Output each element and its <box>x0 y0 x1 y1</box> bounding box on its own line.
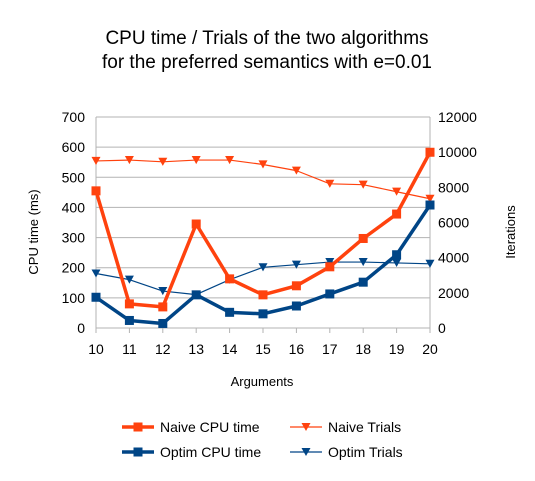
x-tick-label-20: 20 <box>422 341 438 357</box>
legend-marker-optim-trials <box>301 447 311 457</box>
point-naive-cpu-time-18 <box>358 233 368 243</box>
x-tick-label-19: 19 <box>389 341 405 357</box>
x-tick-label-15: 15 <box>255 341 271 357</box>
series-naive-trials <box>91 156 435 203</box>
tick-labels: 0 100 200 300 400 500 600 700 0 2000 4000 6000 8000 1… <box>62 109 478 357</box>
point-optim-cpu-time-20 <box>425 200 435 210</box>
x-tick-label-18: 18 <box>355 341 371 357</box>
point-naive-cpu-time-13 <box>191 219 201 229</box>
point-optim-trials-16 <box>291 260 301 269</box>
x-axis-label: Arguments <box>231 374 294 389</box>
y-tick-label-200: 200 <box>62 260 86 276</box>
legend-item-naive-cpu-time: Naive CPU time <box>122 419 260 435</box>
x-tick-label-12: 12 <box>155 341 171 357</box>
y2-tick-label-2000: 2000 <box>438 285 469 301</box>
point-naive-cpu-time-15 <box>258 290 268 300</box>
point-naive-trials-14 <box>225 156 235 165</box>
legend-marker-optim-cpu-time <box>133 447 143 457</box>
y-axis-label: CPU time (ms) <box>26 189 41 274</box>
point-naive-trials-16 <box>291 166 301 175</box>
x-tick-label-11: 11 <box>122 341 137 357</box>
point-optim-trials-10 <box>91 269 101 278</box>
legend-marker-naive-trials <box>301 422 311 432</box>
point-optim-trials-12 <box>158 287 168 296</box>
y-tick-label-0: 0 <box>77 320 85 336</box>
y2-tick-label-4000: 4000 <box>438 250 469 266</box>
y-tick-label-500: 500 <box>62 169 86 185</box>
point-optim-cpu-time-19 <box>392 250 402 260</box>
series <box>91 147 435 328</box>
legend-label-naive-trials: Naive Trials <box>328 419 401 435</box>
point-naive-trials-19 <box>392 187 402 196</box>
point-optim-trials-15 <box>258 263 268 272</box>
y-tick-label-100: 100 <box>62 290 86 306</box>
legend-label-optim-cpu-time: Optim CPU time <box>160 444 261 460</box>
y2-tick-label-8000: 8000 <box>438 179 469 195</box>
point-naive-trials-13 <box>191 156 201 165</box>
point-naive-cpu-time-14 <box>225 274 235 284</box>
point-naive-trials-12 <box>158 157 168 166</box>
point-naive-cpu-time-10 <box>91 186 101 196</box>
point-optim-cpu-time-12 <box>158 318 168 328</box>
legend-label-naive-cpu-time: Naive CPU time <box>160 419 260 435</box>
point-naive-cpu-time-17 <box>325 262 335 272</box>
point-optim-cpu-time-10 <box>91 292 101 302</box>
legend-item-optim-trials: Optim Trials <box>290 444 403 460</box>
point-naive-trials-10 <box>91 156 101 166</box>
chart-title-line-2: for the preferred semantics with e=0.01 <box>102 52 432 73</box>
legend-item-naive-trials: Naive Trials <box>290 419 401 435</box>
point-optim-cpu-time-16 <box>291 301 301 311</box>
y-tick-label-300: 300 <box>62 230 86 246</box>
point-naive-cpu-time-20 <box>425 147 435 157</box>
y2-tick-label-10000: 10000 <box>438 144 477 160</box>
y-tick-label-400: 400 <box>62 199 86 215</box>
x-tick-label-16: 16 <box>289 341 305 357</box>
legend-marker-naive-cpu-time <box>133 422 143 432</box>
y2-axis-label: Iterations <box>503 205 518 259</box>
y2-tick-label-0: 0 <box>438 320 446 336</box>
series-naive-cpu-time <box>91 147 435 312</box>
point-optim-trials-20 <box>425 259 435 268</box>
legend-label-optim-trials: Optim Trials <box>328 444 403 460</box>
legend-item-optim-cpu-time: Optim CPU time <box>122 444 261 460</box>
series-optim-cpu-time <box>91 200 435 328</box>
legend: Naive CPU time Naive Trials Optim CPU time… <box>122 419 403 460</box>
point-naive-trials-20 <box>425 194 435 203</box>
point-optim-cpu-time-17 <box>325 289 335 299</box>
x-tick-label-10: 10 <box>88 341 104 357</box>
point-optim-cpu-time-11 <box>124 315 134 325</box>
point-optim-trials-17 <box>325 258 335 267</box>
y2-tick-label-6000: 6000 <box>438 215 469 231</box>
point-naive-trials-15 <box>258 160 268 169</box>
y-tick-label-700: 700 <box>62 109 86 125</box>
point-optim-cpu-time-13 <box>191 290 201 300</box>
point-naive-cpu-time-11 <box>124 299 134 309</box>
point-naive-cpu-time-16 <box>291 281 301 291</box>
point-optim-cpu-time-18 <box>358 277 368 287</box>
point-naive-trials-11 <box>124 156 134 165</box>
x-tick-label-14: 14 <box>222 341 238 357</box>
chart-title-line-1: CPU time / Trials of the two algorithms <box>105 28 428 49</box>
point-optim-cpu-time-14 <box>225 307 235 317</box>
point-naive-cpu-time-12 <box>158 302 168 312</box>
point-optim-trials-18 <box>358 258 368 267</box>
point-optim-trials-19 <box>392 258 402 267</box>
y2-tick-label-12000: 12000 <box>438 109 477 125</box>
series-line-naive-cpu-time <box>94 151 432 309</box>
point-optim-trials-11 <box>124 275 134 284</box>
point-naive-trials-18 <box>358 180 368 189</box>
point-naive-cpu-time-19 <box>392 209 402 219</box>
y-tick-label-600: 600 <box>62 139 86 155</box>
point-optim-cpu-time-15 <box>258 309 268 319</box>
point-naive-trials-17 <box>325 179 335 188</box>
x-tick-label-17: 17 <box>322 341 338 357</box>
x-tick-label-13: 13 <box>188 341 204 357</box>
